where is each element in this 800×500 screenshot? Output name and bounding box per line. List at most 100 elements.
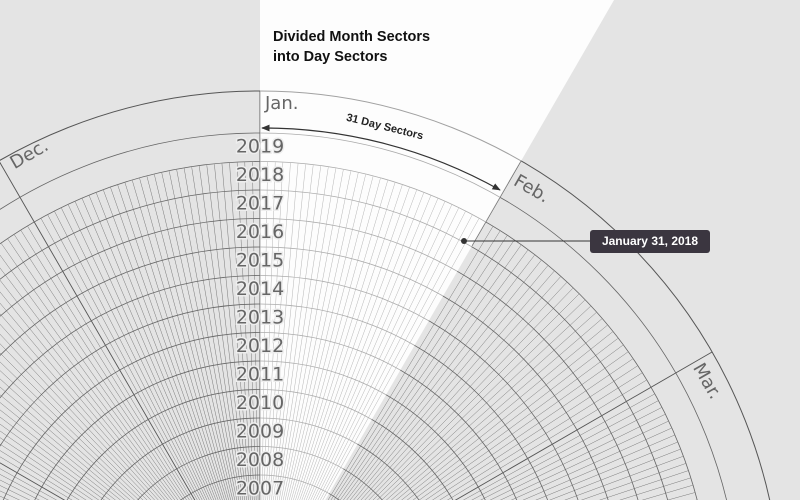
day-line [401, 331, 613, 500]
month-label: Jan. [264, 93, 298, 114]
day-line [295, 182, 396, 500]
day-line [7, 238, 185, 500]
day-line [333, 235, 508, 500]
day-line [463, 393, 655, 500]
day-line [372, 293, 580, 500]
year-ring [0, 218, 639, 500]
day-line [549, 449, 681, 500]
day-line [327, 226, 493, 500]
day-line [14, 234, 187, 500]
year-label: 2008 [236, 449, 284, 471]
day-line [0, 370, 140, 500]
day-line [330, 230, 501, 500]
day-line [0, 485, 31, 500]
day-line [96, 192, 217, 500]
day-line [471, 400, 659, 500]
day-line [499, 421, 669, 500]
day-line [267, 163, 291, 500]
day-line [269, 163, 299, 500]
day-line [273, 165, 314, 500]
day-line [40, 218, 198, 500]
day-line [418, 351, 628, 500]
day-line [271, 164, 306, 500]
day-line [580, 463, 686, 500]
year-ring [100, 417, 420, 500]
year-label: 2007 [236, 478, 284, 500]
day-line [27, 226, 193, 500]
day-line [139, 178, 229, 500]
day-line [124, 182, 225, 500]
day-line [0, 291, 169, 500]
year-ring [180, 474, 340, 500]
day-line [522, 434, 675, 500]
polar-grid [0, 90, 771, 500]
year-ring [0, 132, 727, 500]
day-line [390, 318, 603, 500]
day-line [297, 184, 403, 500]
day-line [198, 166, 245, 500]
year-ring [0, 161, 698, 500]
year-ring [137, 446, 383, 500]
day-line [0, 479, 40, 500]
day-line [0, 423, 105, 500]
day-line [564, 456, 684, 500]
day-line [480, 407, 662, 500]
day-line [322, 218, 480, 500]
day-line [176, 169, 240, 500]
day-line [0, 378, 135, 500]
day-line [0, 402, 121, 500]
callout-label: January 31, 2018 [602, 234, 698, 248]
day-line [20, 230, 190, 500]
day-line [263, 162, 276, 500]
year-label: 2019 [236, 136, 284, 158]
day-line [61, 207, 205, 500]
day-line [360, 276, 561, 500]
day-line [0, 474, 49, 500]
day-line [376, 299, 585, 500]
day-line [252, 162, 259, 500]
year-label: 2010 [236, 392, 284, 414]
day-line [229, 163, 253, 500]
day-line [535, 441, 678, 500]
day-line [0, 430, 100, 500]
day-line [244, 162, 257, 500]
day-line [81, 198, 212, 500]
year-label: 2012 [236, 335, 284, 357]
day-line [364, 282, 567, 500]
day-line [261, 162, 268, 500]
day-line [317, 211, 466, 500]
day-line [206, 165, 247, 500]
day-line [356, 270, 555, 500]
day-line [447, 380, 647, 500]
year-label: 2011 [236, 364, 284, 386]
labels: 2019 2018 2017 2016 2015 2014 2013 2012 2011 2010… [7, 93, 726, 500]
day-line [425, 358, 633, 500]
day-line [0, 416, 111, 500]
day-line [0, 468, 57, 500]
day-line [0, 386, 131, 500]
day-line [47, 214, 201, 500]
day-line [368, 288, 574, 500]
day-line [117, 184, 223, 500]
day-line [343, 249, 529, 500]
year-ring [0, 275, 579, 500]
day-line [236, 162, 255, 500]
year-label: 2018 [236, 164, 284, 186]
day-line [386, 312, 597, 500]
day-line [301, 189, 417, 500]
day-line [406, 338, 618, 500]
day-line [0, 302, 166, 500]
day-line [303, 192, 424, 500]
year-label: 2014 [236, 278, 284, 300]
title-line: Divided Month Sectors [273, 29, 430, 45]
title-line: into Day Sectors [273, 49, 387, 65]
day-line [0, 333, 155, 500]
day-line [0, 279, 173, 500]
day-line [312, 204, 452, 500]
day-line [221, 163, 251, 500]
day-line [288, 176, 374, 500]
day-line [291, 178, 381, 500]
year-label: 2013 [236, 307, 284, 329]
day-line [214, 164, 249, 500]
